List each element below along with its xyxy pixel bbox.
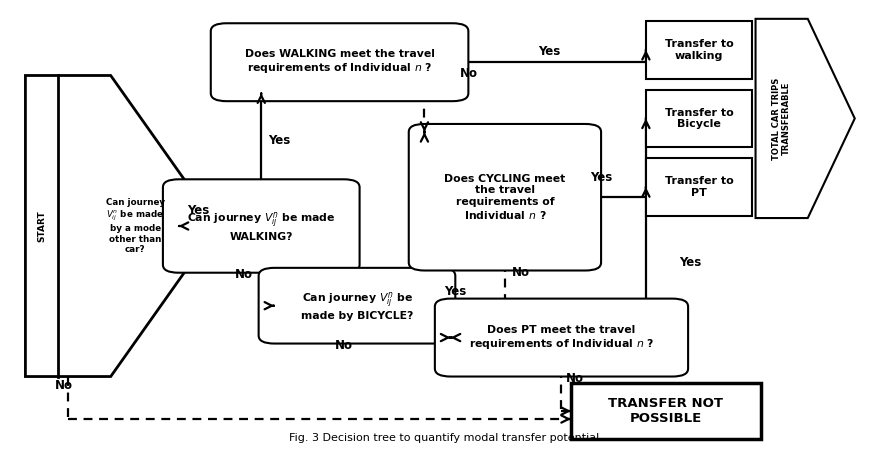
Polygon shape (26, 75, 218, 377)
Text: Does CYCLING meet
the travel
requirements of
Individual $n$ ?: Does CYCLING meet the travel requirement… (444, 174, 566, 221)
Bar (646, 21, 752, 79)
Text: TOTAL CAR TRIPS
TRANSFERABLE: TOTAL CAR TRIPS TRANSFERABLE (772, 77, 791, 159)
Text: Fig. 3 Decision tree to quantify modal transfer potential: Fig. 3 Decision tree to quantify modal t… (289, 433, 599, 443)
Bar (571, 383, 761, 439)
Text: Yes: Yes (268, 134, 290, 147)
Text: No: No (566, 372, 583, 385)
Polygon shape (756, 19, 855, 218)
Text: No: No (234, 268, 252, 281)
Text: Can journey
$V_{ij}^n$ be made
by a mode
other than
car?: Can journey $V_{ij}^n$ be made by a mode… (106, 198, 165, 254)
Text: No: No (335, 339, 353, 352)
Text: Does WALKING meet the travel
requirements of Individual $n$ ?: Does WALKING meet the travel requirement… (244, 49, 434, 75)
Text: Can journey $V_{ij}^n$ be
made by BICYCLE?: Can journey $V_{ij}^n$ be made by BICYCL… (301, 290, 413, 321)
Text: No: No (511, 266, 530, 279)
FancyBboxPatch shape (163, 179, 360, 273)
Text: Yes: Yes (590, 171, 612, 184)
Bar (646, 158, 752, 216)
Text: No: No (460, 67, 478, 80)
FancyBboxPatch shape (210, 23, 468, 101)
Text: Yes: Yes (444, 285, 466, 298)
Text: No: No (55, 379, 73, 392)
Text: START: START (37, 210, 46, 242)
Text: Yes: Yes (679, 256, 702, 269)
Text: Transfer to
Bicycle: Transfer to Bicycle (664, 108, 733, 129)
Text: Transfer to
walking: Transfer to walking (664, 39, 733, 61)
Text: Yes: Yes (538, 45, 560, 58)
Text: Yes: Yes (186, 204, 209, 217)
Text: Can journey $V_{ij}^n$ be made
WALKING?: Can journey $V_{ij}^n$ be made WALKING? (187, 211, 336, 241)
Text: Transfer to
PT: Transfer to PT (664, 176, 733, 198)
Text: Does PT meet the travel
requirements of Individual $n$ ?: Does PT meet the travel requirements of … (469, 325, 654, 350)
FancyBboxPatch shape (408, 124, 601, 270)
FancyBboxPatch shape (435, 299, 688, 377)
FancyBboxPatch shape (258, 268, 456, 343)
Bar (646, 89, 752, 147)
Text: TRANSFER NOT
POSSIBLE: TRANSFER NOT POSSIBLE (608, 397, 724, 425)
